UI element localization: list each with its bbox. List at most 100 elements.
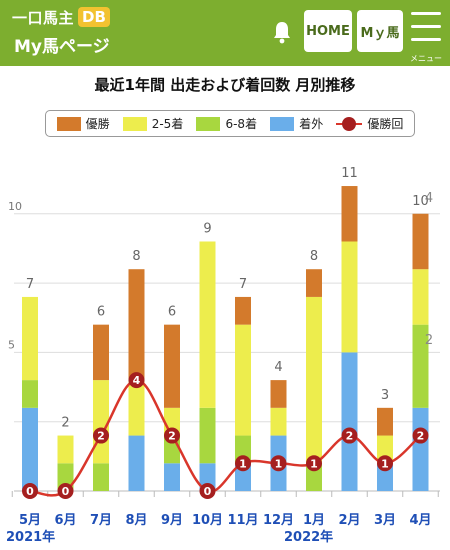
bar-segment — [199, 407, 216, 464]
wins-marker — [377, 455, 393, 472]
x-tick-label: 1月 — [302, 513, 326, 528]
bar-total-label: 4 — [274, 360, 282, 375]
legend-item: 優勝回 — [336, 115, 403, 132]
bar-segment — [128, 435, 145, 491]
wins-marker — [128, 372, 145, 389]
legend-label: 優勝回 — [367, 117, 404, 131]
bar-total-label: 11 — [341, 166, 358, 181]
bar-segment — [306, 296, 322, 464]
bar-segment — [270, 407, 287, 436]
bar-total-label: 9 — [203, 221, 211, 236]
x-tick-label: 4月 — [409, 513, 432, 528]
wins-marker-label: 1 — [381, 457, 389, 470]
bar-segment — [306, 269, 322, 297]
legend-label: 6-8着 — [225, 117, 258, 131]
bar-segment — [341, 241, 358, 353]
wins-marker-label: 1 — [239, 457, 247, 470]
bar-segment — [57, 463, 74, 491]
legend-label: 着外 — [299, 117, 324, 131]
home-button[interactable]: HOME — [304, 10, 352, 52]
secondary-axis-label: 2 — [425, 333, 433, 348]
legend-swatch — [56, 116, 81, 131]
wins-marker — [412, 427, 429, 444]
bar-segment — [164, 324, 180, 408]
wins-marker — [164, 427, 180, 444]
page-title: My馬ページ — [14, 37, 110, 57]
chart-title: 最近1年間 出走および着回数 月別推移 — [94, 76, 356, 94]
bar-segment — [235, 324, 251, 436]
wins-marker — [93, 427, 109, 444]
wins-marker — [199, 483, 216, 499]
logo-badge: DB — [78, 7, 110, 27]
x-tick-label: 11月 — [227, 513, 259, 528]
bar-total-label: 6 — [168, 305, 176, 320]
bar-segment — [22, 296, 38, 381]
legend-label: 優勝 — [85, 117, 110, 131]
bar-total-label: 6 — [97, 305, 105, 320]
bar-total-label: 2 — [61, 416, 69, 431]
bar-segment — [235, 296, 251, 325]
x-tick-label: 8月 — [125, 513, 148, 528]
legend-item: 2-5着 — [122, 115, 184, 132]
legend-swatch-line — [336, 116, 363, 131]
wins-marker-label: 2 — [417, 430, 425, 443]
x-tick-label: 7月 — [89, 513, 113, 528]
legend-swatch — [270, 116, 295, 131]
bar-segment — [412, 407, 429, 491]
wins-marker — [22, 483, 38, 499]
bar-segment — [341, 352, 358, 491]
x-tick-label: 9月 — [160, 513, 184, 528]
wins-marker — [306, 455, 322, 472]
bar-segment — [57, 435, 74, 464]
bar-segment — [235, 435, 251, 464]
bar-segment — [341, 186, 358, 242]
bar-segment — [270, 380, 287, 408]
bar-segment — [412, 213, 429, 270]
x-tick-label: 12月 — [262, 513, 295, 528]
wins-marker-label: 2 — [168, 430, 176, 443]
chart-legend: 優勝 2-5着 6-8着 着外 優勝回 — [45, 110, 415, 137]
bar-segment — [22, 380, 38, 408]
bell-icon[interactable] — [272, 20, 292, 44]
wins-marker-label: 2 — [97, 430, 105, 443]
my-horse-button[interactable]: Mｙ馬 — [357, 10, 403, 52]
bar-segment — [412, 324, 429, 408]
wins-marker-label: 0 — [26, 485, 34, 498]
bar-segment — [199, 463, 216, 491]
x-tick-label: 2月 — [338, 513, 361, 528]
bar-segment — [93, 463, 109, 491]
year-label: 2021年 — [6, 530, 56, 545]
wins-marker — [341, 427, 358, 444]
bar-segment — [235, 463, 251, 491]
menu-button[interactable]: メニュー — [408, 10, 444, 63]
bar-segment — [199, 241, 216, 408]
wins-line — [29, 378, 422, 497]
legend-label: 2-5着 — [151, 117, 184, 131]
bar-segment — [128, 380, 145, 436]
hamburger-icon-bar — [411, 25, 441, 28]
bar-segment — [22, 407, 38, 491]
bar-segment — [377, 407, 393, 436]
bar-total-label: 7 — [26, 277, 34, 292]
wins-marker — [235, 455, 251, 472]
bar-total-label: 3 — [381, 388, 389, 403]
logo-text: 一口馬主 — [12, 8, 75, 27]
site-logo[interactable]: 一口馬主 DB — [12, 6, 110, 28]
bar-segment — [377, 463, 393, 491]
legend-swatch — [196, 116, 221, 131]
bar-segment — [93, 324, 109, 381]
wins-marker — [57, 483, 74, 499]
legend-item: 着外 — [270, 115, 323, 132]
bar-segment — [164, 463, 180, 491]
bar-total-label: 7 — [239, 277, 247, 292]
secondary-axis-label: 4 — [425, 191, 433, 206]
x-tick-label: 6月 — [54, 513, 77, 528]
bar-total-label: 8 — [310, 249, 318, 264]
legend-item: 優勝 — [56, 115, 110, 132]
bar-segment — [128, 269, 145, 381]
legend-swatch — [122, 116, 147, 131]
wins-marker-label: 2 — [346, 430, 354, 443]
bar-segment — [377, 435, 393, 464]
menu-label: メニュー — [410, 54, 442, 63]
x-tick-label: 5月 — [18, 513, 42, 528]
